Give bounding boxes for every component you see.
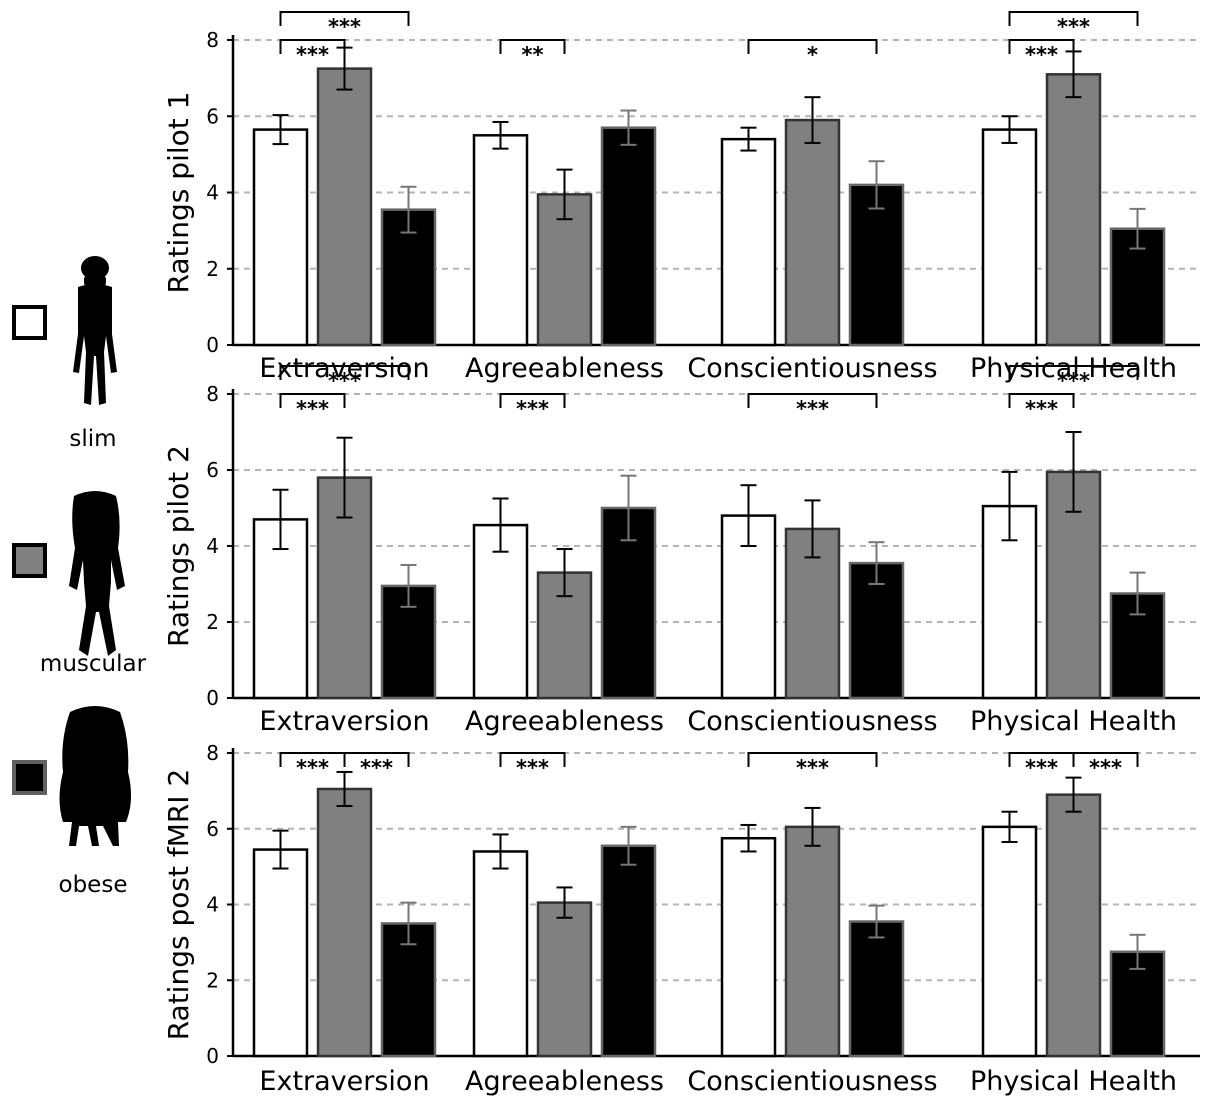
category-label: Agreeableness bbox=[465, 1066, 664, 1097]
legend-label-muscular: muscular bbox=[40, 651, 147, 677]
muscular-body-silhouette-icon bbox=[69, 491, 125, 656]
significance-stars: *** bbox=[1057, 369, 1090, 393]
significance-stars: *** bbox=[516, 756, 549, 780]
significance-stars: *** bbox=[1025, 756, 1058, 780]
bar-slim bbox=[983, 827, 1036, 1056]
category-label: Physical Health bbox=[970, 706, 1177, 737]
y-tick-label: 2 bbox=[206, 968, 219, 992]
y-tick-label: 8 bbox=[206, 382, 219, 406]
y-axis-label: Ratings pilot 2 bbox=[162, 445, 195, 647]
y-tick-label: 6 bbox=[206, 104, 219, 128]
significance-stars: *** bbox=[796, 397, 829, 421]
significance-stars: *** bbox=[328, 369, 361, 393]
slim-body-silhouette-icon bbox=[73, 256, 117, 405]
legend-label-slim: slim bbox=[69, 426, 116, 452]
significance-stars: *** bbox=[796, 756, 829, 780]
legend-obese: obese bbox=[14, 706, 131, 898]
bar-muscular bbox=[786, 827, 839, 1056]
chart-panel-3: 0 2 4 6 8 Ratings post fMRI 2 Extraversion Agre… bbox=[162, 741, 1200, 1097]
y-tick-label: 4 bbox=[206, 534, 219, 558]
y-tick-label: 4 bbox=[206, 893, 219, 917]
bar-slim bbox=[983, 130, 1036, 345]
y-tick-label: 0 bbox=[206, 686, 219, 710]
bar-slim bbox=[474, 851, 527, 1056]
bar-obese bbox=[602, 128, 655, 345]
bar-muscular bbox=[318, 789, 371, 1056]
legend-swatch-muscular bbox=[14, 545, 45, 576]
significance-stars: *** bbox=[516, 397, 549, 421]
y-tick-label: 2 bbox=[206, 610, 219, 634]
y-tick-label: 8 bbox=[206, 28, 219, 52]
bar-slim bbox=[722, 838, 775, 1056]
y-axis-label: Ratings post fMRI 2 bbox=[162, 769, 195, 1041]
category-label: Conscientiousness bbox=[687, 706, 937, 737]
legend-swatch-obese bbox=[14, 762, 45, 793]
significance-stars: * bbox=[807, 43, 818, 67]
bar-muscular bbox=[786, 120, 839, 345]
obese-body-silhouette-icon bbox=[60, 706, 132, 846]
y-tick-label: 4 bbox=[206, 181, 219, 205]
bar-slim bbox=[474, 135, 527, 345]
category-label: Conscientiousness bbox=[687, 353, 937, 384]
y-tick-label: 0 bbox=[206, 1044, 219, 1068]
y-axis-label: Ratings pilot 1 bbox=[162, 92, 195, 294]
significance-stars: *** bbox=[296, 43, 329, 67]
legend-muscular: muscular bbox=[14, 491, 147, 677]
significance-stars: *** bbox=[360, 756, 393, 780]
legend-slim: slim bbox=[14, 256, 117, 452]
y-tick-label: 8 bbox=[206, 741, 219, 765]
bar-obese bbox=[602, 846, 655, 1056]
significance-stars: ** bbox=[522, 43, 544, 67]
bar-slim bbox=[722, 139, 775, 345]
y-tick-label: 6 bbox=[206, 458, 219, 482]
bar-muscular bbox=[1047, 74, 1100, 345]
category-label: Conscientiousness bbox=[687, 1066, 937, 1097]
category-label: Extraversion bbox=[259, 1066, 429, 1097]
legend-label-obese: obese bbox=[59, 872, 128, 898]
significance-stars: *** bbox=[328, 15, 361, 39]
legend-swatch-slim bbox=[14, 307, 45, 338]
bar-slim bbox=[254, 130, 307, 345]
category-label: Agreeableness bbox=[465, 353, 664, 384]
significance-stars: *** bbox=[1089, 756, 1122, 780]
significance-stars: *** bbox=[1025, 43, 1058, 67]
chart-panels: 0 2 4 6 8 Ratings pilot 1 Extraversion Agreeabl… bbox=[162, 12, 1200, 1097]
bar-obese bbox=[850, 922, 903, 1056]
category-label: Physical Health bbox=[970, 1066, 1177, 1097]
significance-stars: *** bbox=[1057, 15, 1090, 39]
y-tick-label: 6 bbox=[206, 817, 219, 841]
significance-stars: *** bbox=[1025, 397, 1058, 421]
chart-panel-1: 0 2 4 6 8 Ratings pilot 1 Extraversion Agreeabl… bbox=[162, 12, 1200, 384]
significance-stars: *** bbox=[296, 756, 329, 780]
bar-muscular bbox=[318, 69, 371, 345]
category-label: Extraversion bbox=[259, 706, 429, 737]
y-tick-label: 0 bbox=[206, 333, 219, 357]
chart-panel-2: 0 2 4 6 8 Ratings pilot 2 Extraversion Agreeabl… bbox=[162, 366, 1200, 737]
category-label: Agreeableness bbox=[465, 706, 664, 737]
bar-slim bbox=[254, 850, 307, 1056]
bar-muscular bbox=[1047, 795, 1100, 1056]
bar-muscular bbox=[538, 903, 591, 1056]
significance-stars: *** bbox=[296, 397, 329, 421]
y-tick-label: 2 bbox=[206, 257, 219, 281]
